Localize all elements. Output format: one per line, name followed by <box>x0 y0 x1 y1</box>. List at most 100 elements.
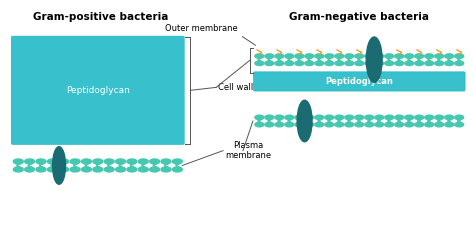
Text: Gram-negative bacteria: Gram-negative bacteria <box>289 12 429 22</box>
Text: Outer membrane: Outer membrane <box>165 24 238 33</box>
Circle shape <box>395 54 404 58</box>
Text: Peptidoglycan: Peptidoglycan <box>66 86 130 95</box>
Circle shape <box>305 54 314 58</box>
Circle shape <box>375 115 384 120</box>
Circle shape <box>425 54 434 58</box>
Text: Gram-positive bacteria: Gram-positive bacteria <box>33 12 168 22</box>
Circle shape <box>150 159 160 164</box>
Circle shape <box>82 167 91 172</box>
Circle shape <box>285 54 294 58</box>
Circle shape <box>285 122 294 127</box>
Circle shape <box>305 61 314 65</box>
Circle shape <box>335 115 344 120</box>
Circle shape <box>315 54 324 58</box>
Circle shape <box>355 54 364 58</box>
Circle shape <box>104 159 114 164</box>
Circle shape <box>255 115 264 120</box>
Circle shape <box>36 159 46 164</box>
Circle shape <box>415 115 424 120</box>
Circle shape <box>275 115 284 120</box>
Circle shape <box>355 122 364 127</box>
Circle shape <box>161 159 171 164</box>
Text: Cell wall: Cell wall <box>218 83 254 92</box>
Circle shape <box>305 115 314 120</box>
Circle shape <box>265 54 274 58</box>
Circle shape <box>325 61 334 65</box>
Circle shape <box>445 54 454 58</box>
FancyBboxPatch shape <box>254 72 465 91</box>
Circle shape <box>255 61 264 65</box>
Circle shape <box>365 115 374 120</box>
Circle shape <box>455 122 464 127</box>
Circle shape <box>173 167 182 172</box>
Circle shape <box>415 122 424 127</box>
Circle shape <box>275 122 284 127</box>
Circle shape <box>295 54 304 58</box>
Circle shape <box>13 167 23 172</box>
Circle shape <box>13 159 23 164</box>
Circle shape <box>345 115 354 120</box>
Circle shape <box>425 122 434 127</box>
Circle shape <box>415 54 424 58</box>
Circle shape <box>345 54 354 58</box>
Circle shape <box>138 167 148 172</box>
Circle shape <box>335 122 344 127</box>
Circle shape <box>405 115 414 120</box>
Circle shape <box>295 61 304 65</box>
Circle shape <box>93 159 103 164</box>
Circle shape <box>455 115 464 120</box>
Circle shape <box>116 159 126 164</box>
Circle shape <box>425 115 434 120</box>
Circle shape <box>82 159 91 164</box>
Circle shape <box>425 61 434 65</box>
Circle shape <box>445 61 454 65</box>
Circle shape <box>365 122 374 127</box>
Circle shape <box>435 54 444 58</box>
Circle shape <box>345 61 354 65</box>
Circle shape <box>385 61 394 65</box>
Circle shape <box>150 167 160 172</box>
Circle shape <box>365 61 374 65</box>
Circle shape <box>127 167 137 172</box>
Circle shape <box>59 159 69 164</box>
Circle shape <box>59 167 69 172</box>
Circle shape <box>70 159 80 164</box>
Circle shape <box>116 167 126 172</box>
Circle shape <box>161 167 171 172</box>
Circle shape <box>395 122 404 127</box>
Circle shape <box>47 167 57 172</box>
Bar <box>13 159 182 172</box>
Circle shape <box>305 122 314 127</box>
Circle shape <box>315 61 324 65</box>
Circle shape <box>385 122 394 127</box>
Circle shape <box>355 115 364 120</box>
Ellipse shape <box>53 147 65 184</box>
Circle shape <box>405 61 414 65</box>
Circle shape <box>104 167 114 172</box>
Circle shape <box>435 61 444 65</box>
Circle shape <box>385 115 394 120</box>
Circle shape <box>255 54 264 58</box>
Circle shape <box>265 122 274 127</box>
Circle shape <box>375 122 384 127</box>
Circle shape <box>285 61 294 65</box>
Circle shape <box>295 122 304 127</box>
Circle shape <box>285 115 294 120</box>
Circle shape <box>255 122 264 127</box>
Circle shape <box>265 61 274 65</box>
Circle shape <box>395 115 404 120</box>
Ellipse shape <box>366 37 382 82</box>
Circle shape <box>405 54 414 58</box>
Circle shape <box>445 115 454 120</box>
Circle shape <box>435 115 444 120</box>
Circle shape <box>385 54 394 58</box>
Bar <box>255 54 464 65</box>
Text: Plasma
membrane: Plasma membrane <box>225 141 271 160</box>
Circle shape <box>173 159 182 164</box>
Circle shape <box>455 61 464 65</box>
Circle shape <box>138 159 148 164</box>
Circle shape <box>265 115 274 120</box>
Circle shape <box>275 61 284 65</box>
Circle shape <box>365 54 374 58</box>
Circle shape <box>25 167 35 172</box>
